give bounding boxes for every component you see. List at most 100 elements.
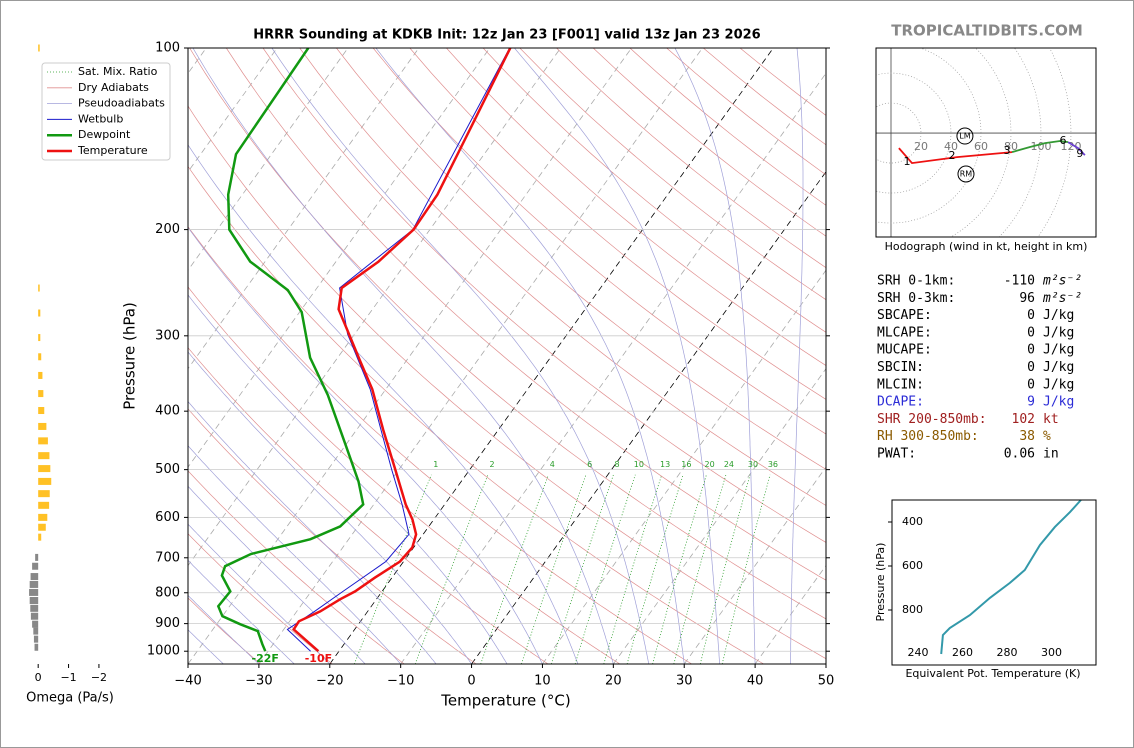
- omega-bar: [32, 562, 39, 570]
- storm-motion-label: RM: [960, 170, 973, 179]
- index-value: 102: [1012, 412, 1035, 427]
- isotherm: [329, 48, 774, 664]
- y-tick-label: 100: [155, 41, 180, 56]
- x-tick-label: 0: [467, 674, 475, 689]
- pseudoadiabat: [790, 48, 804, 664]
- isotherm: [188, 48, 491, 468]
- index-unit: J/kg: [1043, 377, 1074, 392]
- mixing-ratio-label: 36: [768, 460, 778, 469]
- pseudoadiabat: [674, 48, 756, 664]
- index-value: 96: [1019, 291, 1035, 306]
- pseudoadiabat: [188, 594, 260, 664]
- index-value: 0: [1027, 308, 1035, 323]
- mixing-ratio-line: [721, 474, 771, 664]
- x-tick-label: −20: [316, 674, 343, 689]
- omega-bar: [38, 334, 41, 342]
- dry-adiabat: [188, 226, 692, 664]
- index-value: -110: [1004, 274, 1035, 289]
- index-label: SBCAPE:: [877, 308, 932, 323]
- dry-adiabat: [409, 48, 826, 400]
- omega-bar: [38, 523, 46, 531]
- hodo-ring: [876, 48, 982, 224]
- dry-adiabat: [482, 48, 826, 333]
- index-unit: J/kg: [1043, 308, 1074, 323]
- index-label: DCAPE:: [877, 395, 924, 410]
- hodo-ring-label: 20: [914, 140, 928, 153]
- index-unit: in: [1043, 447, 1059, 462]
- x-tick-label: 30: [676, 674, 693, 689]
- omega-bar: [38, 422, 47, 430]
- y-tick-label: 300: [155, 328, 180, 343]
- thetae-y-tick-label: 600: [902, 559, 923, 572]
- mixing-ratio-label: 20: [705, 460, 715, 469]
- y-tick-label: 800: [155, 585, 180, 600]
- dry-adiabat: [336, 48, 826, 470]
- dry-adiabat: [188, 347, 549, 664]
- omega-tick-label: 0: [35, 671, 42, 684]
- dry-adiabat: [188, 286, 621, 664]
- omega-bar: [38, 533, 42, 541]
- legend-box: [41, 62, 171, 161]
- omega-bar: [33, 635, 39, 643]
- index-value: 0: [1027, 343, 1035, 358]
- omega-bar: [38, 490, 50, 498]
- y-tick-label: 200: [155, 222, 180, 237]
- index-label: SRH 0-1km:: [877, 274, 955, 289]
- x-tick-label: −30: [245, 674, 272, 689]
- pseudoadiabat: [375, 48, 685, 664]
- y-tick-label: 500: [155, 462, 180, 477]
- storm-motion: [956, 127, 974, 145]
- index-value: 9: [1027, 395, 1035, 410]
- pseudoadiabat: [188, 523, 331, 664]
- omega-bar: [30, 612, 39, 620]
- index-value: 0: [1027, 377, 1035, 392]
- x-axis-label: Temperature (°C): [440, 692, 570, 710]
- isotherm: [188, 48, 420, 370]
- omega-bar: [38, 513, 48, 521]
- x-tick-label: 50: [818, 674, 835, 689]
- pseudoadiabat: [514, 48, 721, 664]
- mixing-ratio-label: 4: [550, 460, 555, 469]
- index-label: SHR 200-850mb:: [877, 412, 987, 427]
- x-tick-label: −40: [174, 674, 201, 689]
- omega-bar: [38, 284, 40, 292]
- omega-bar: [38, 309, 41, 317]
- omega-bar: [35, 553, 39, 561]
- hodo-ring: [1037, 48, 1072, 237]
- pseudoadiabat: [188, 226, 543, 664]
- mixing-ratio-label: 6: [587, 460, 592, 469]
- mixing-ratio-line: [521, 474, 587, 664]
- dry-adiabat: [446, 48, 826, 366]
- pseudoadiabat: [188, 445, 401, 664]
- index-unit: m²s⁻²: [1042, 274, 1082, 289]
- omega-bar: [32, 620, 39, 628]
- index-label: PWAT:: [877, 447, 916, 462]
- hodo-frame: [875, 47, 1097, 238]
- thetae-x-label: Equivalent Pot. Temperature (K): [905, 667, 1080, 680]
- omega-bar: [29, 588, 39, 596]
- mixing-ratio-label: 1: [433, 460, 438, 469]
- index-value: 0.06: [1004, 447, 1035, 462]
- legend-label: Sat. Mix. Ratio: [78, 65, 158, 78]
- omega-bar: [30, 573, 39, 581]
- dry-adiabat: [188, 597, 261, 664]
- mixing-ratio-label: 8: [615, 460, 620, 469]
- isotherm: [188, 48, 278, 173]
- storm-motion: [957, 165, 975, 183]
- omega-bar: [33, 627, 39, 635]
- omega-bar: [30, 604, 39, 612]
- pseudoadiabat: [188, 144, 579, 664]
- profile-line: [292, 48, 512, 653]
- y-tick-label: 1000: [147, 644, 180, 659]
- omega-bar: [38, 452, 50, 460]
- thetae-x-tick-label: 240: [908, 646, 929, 659]
- pseudoadiabat: [188, 294, 508, 664]
- mixing-ratio-label: 16: [681, 460, 691, 469]
- surface-label: -10F: [305, 652, 332, 665]
- index-unit: J/kg: [1043, 343, 1074, 358]
- omega-bar: [38, 465, 51, 473]
- index-label: MUCAPE:: [877, 343, 932, 358]
- legend-label: Pseudoadiabats: [78, 97, 165, 110]
- omega-bar: [38, 437, 48, 445]
